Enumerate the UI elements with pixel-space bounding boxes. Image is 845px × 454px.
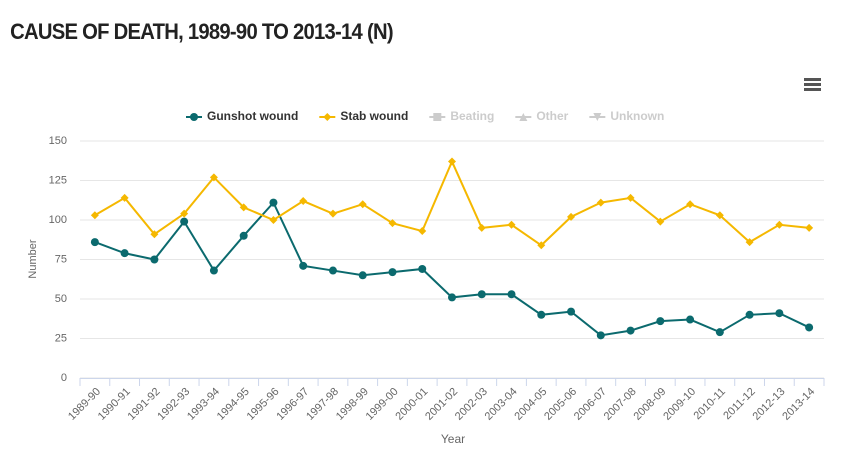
x-tick-label: 2009-10: [661, 386, 698, 423]
legend-item[interactable]: Stab wound: [319, 109, 408, 123]
point: [626, 193, 635, 202]
point: [775, 220, 784, 229]
point: [775, 309, 784, 318]
y-tick-label: 50: [55, 293, 67, 305]
point: [477, 223, 486, 232]
y-tick-label: 125: [49, 174, 67, 186]
y-tick-label: 75: [55, 253, 67, 265]
menu-button[interactable]: [804, 78, 821, 91]
point: [715, 328, 724, 337]
point: [190, 113, 198, 121]
x-axis-label: Year: [441, 432, 465, 446]
point: [120, 193, 129, 202]
point: [537, 310, 546, 319]
point: [209, 266, 218, 275]
point: [433, 113, 442, 121]
menu-bar: [804, 78, 821, 81]
point: [686, 315, 695, 324]
x-tick-label: 2013-14: [780, 386, 817, 423]
point: [299, 197, 308, 206]
y-axis-label: Number: [27, 239, 39, 278]
point: [120, 249, 129, 258]
legend-item[interactable]: Unknown: [589, 109, 664, 123]
point: [269, 216, 278, 224]
point: [656, 317, 665, 326]
point: [90, 211, 99, 220]
legend-item[interactable]: Other: [515, 109, 569, 123]
point: [180, 209, 189, 218]
legend-item[interactable]: Beating: [429, 109, 494, 123]
point: [507, 290, 516, 299]
x-tick-label: 2010-11: [692, 386, 728, 422]
point: [507, 220, 516, 229]
chart-title: CAUSE OF DEATH, 1989-90 TO 2013-14 (N): [10, 20, 393, 44]
menu-bar: [804, 83, 821, 86]
series: [90, 198, 814, 340]
point: [626, 326, 635, 335]
point: [567, 307, 576, 316]
line: [94, 200, 810, 337]
legend-label: Beating: [450, 109, 494, 123]
y-tick-label: 0: [61, 372, 67, 384]
point: [686, 200, 695, 209]
point: [715, 211, 724, 220]
point: [388, 219, 397, 228]
point: [477, 290, 486, 299]
point: [209, 173, 218, 182]
legend-item[interactable]: Gunshot wound: [186, 109, 298, 123]
y-tick-label: 150: [49, 135, 67, 147]
point: [805, 223, 814, 232]
legend-label: Stab wound: [340, 109, 408, 123]
point: [388, 268, 397, 277]
point: [323, 113, 332, 121]
point: [328, 209, 337, 218]
point: [418, 264, 427, 273]
point: [358, 200, 367, 209]
y-tick-label: 100: [49, 214, 67, 226]
series: [90, 157, 814, 250]
point: [299, 261, 308, 270]
point: [418, 227, 427, 236]
point: [90, 238, 99, 247]
legend-label: Unknown: [610, 109, 664, 123]
legend-label: Other: [536, 109, 568, 123]
point: [150, 230, 159, 239]
point: [150, 255, 159, 264]
point: [269, 198, 278, 207]
line: [94, 159, 810, 247]
y-tick-label: 25: [55, 332, 67, 344]
point: [180, 217, 189, 226]
point: [745, 310, 754, 319]
legend-label: Gunshot wound: [207, 109, 298, 123]
point: [567, 212, 576, 221]
point: [805, 323, 814, 332]
point: [519, 113, 528, 121]
point: [596, 331, 605, 340]
point: [537, 241, 546, 250]
point: [745, 238, 754, 247]
point: [328, 266, 337, 275]
point: [239, 231, 248, 240]
point: [596, 198, 605, 207]
point: [358, 271, 367, 280]
point: [656, 217, 665, 226]
point: [593, 113, 602, 121]
point: [448, 293, 456, 302]
point: [239, 203, 248, 212]
point: [448, 157, 456, 166]
menu-bar: [804, 88, 821, 91]
